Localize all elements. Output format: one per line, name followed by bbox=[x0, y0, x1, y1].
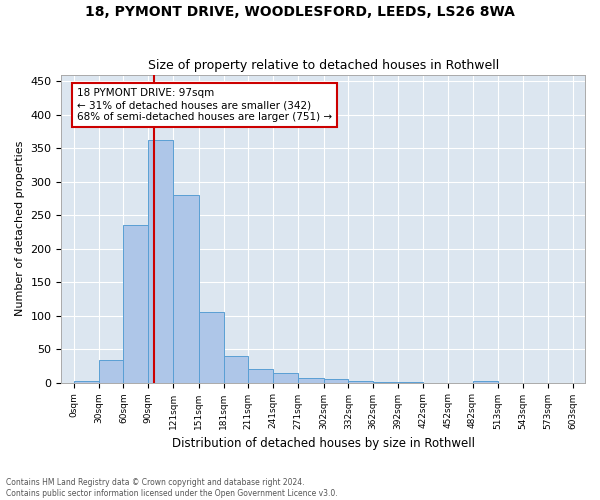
Bar bbox=[224, 356, 248, 382]
Bar bbox=[248, 369, 273, 382]
Title: Size of property relative to detached houses in Rothwell: Size of property relative to detached ho… bbox=[148, 59, 499, 72]
Bar bbox=[98, 360, 124, 382]
X-axis label: Distribution of detached houses by size in Rothwell: Distribution of detached houses by size … bbox=[172, 437, 475, 450]
Y-axis label: Number of detached properties: Number of detached properties bbox=[15, 141, 25, 316]
Bar bbox=[273, 372, 298, 382]
Bar bbox=[124, 225, 148, 382]
Bar bbox=[298, 378, 323, 382]
Text: Contains HM Land Registry data © Crown copyright and database right 2024.
Contai: Contains HM Land Registry data © Crown c… bbox=[6, 478, 338, 498]
Bar bbox=[473, 381, 498, 382]
Bar bbox=[323, 379, 349, 382]
Bar bbox=[148, 140, 173, 382]
Bar bbox=[74, 381, 98, 382]
Text: 18 PYMONT DRIVE: 97sqm
← 31% of detached houses are smaller (342)
68% of semi-de: 18 PYMONT DRIVE: 97sqm ← 31% of detached… bbox=[77, 88, 332, 122]
Bar bbox=[199, 312, 224, 382]
Text: 18, PYMONT DRIVE, WOODLESFORD, LEEDS, LS26 8WA: 18, PYMONT DRIVE, WOODLESFORD, LEEDS, LS… bbox=[85, 5, 515, 19]
Bar bbox=[349, 380, 373, 382]
Bar bbox=[173, 195, 199, 382]
